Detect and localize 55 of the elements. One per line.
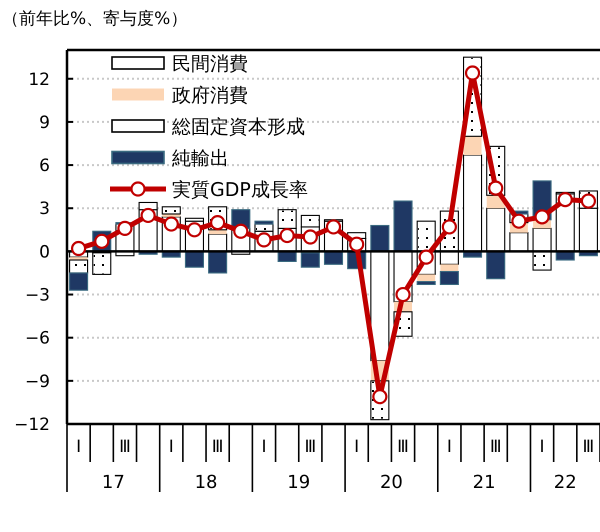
point	[326, 219, 342, 235]
y-tick-label: 9	[39, 112, 50, 133]
bar	[184, 250, 204, 268]
x-tick-label: Ⅲ	[212, 437, 224, 457]
bar	[416, 281, 436, 286]
bar	[254, 220, 274, 225]
bar	[393, 200, 413, 252]
point	[534, 209, 550, 224]
point	[464, 65, 480, 81]
point	[511, 214, 526, 229]
bar	[464, 136, 482, 156]
text: 21	[472, 472, 496, 493]
point	[558, 192, 573, 208]
y-tick-label: −3	[24, 286, 50, 306]
text: 18	[194, 472, 218, 493]
x-tick-label: Ⅰ	[168, 437, 174, 457]
x-tick-label: Ⅲ	[119, 437, 131, 457]
text: 19	[287, 472, 310, 493]
point	[140, 208, 156, 224]
legend-label: 実質GDP成長率	[172, 179, 308, 201]
bar	[486, 250, 506, 280]
text: 17	[102, 472, 125, 493]
bar	[440, 270, 459, 286]
x-tick-label: Ⅰ	[540, 437, 545, 457]
y-tick-label: 12	[28, 70, 50, 90]
y-tick-label: 6	[39, 156, 50, 176]
x-tick-label: Ⅰ	[76, 437, 82, 457]
bar	[440, 264, 458, 272]
legend-label: 純輸出	[172, 148, 229, 170]
y-tick-label: −6	[24, 328, 50, 349]
x-tick-label: Ⅰ	[446, 437, 452, 457]
x-tick-label: Ⅲ	[304, 437, 316, 457]
bar	[370, 224, 390, 252]
legend-label: 政府消費	[172, 84, 248, 106]
y-tick-label: 3	[39, 199, 50, 220]
y-tick-label: 0	[39, 242, 50, 262]
legend-label: 総固定資本形成	[171, 116, 305, 138]
bar	[69, 272, 88, 291]
bar	[208, 250, 228, 274]
bar	[300, 252, 320, 268]
x-tick-label: Ⅲ	[397, 437, 409, 457]
text: 22	[554, 472, 577, 493]
y-tick-label: −12	[14, 415, 50, 435]
point	[117, 220, 133, 236]
y-tick-label: −9	[24, 372, 50, 392]
x-tick-label: Ⅲ	[490, 437, 502, 457]
x-tick-label: Ⅰ	[261, 437, 266, 457]
x-tick-label: Ⅲ	[582, 437, 594, 457]
x-tick-label: Ⅰ	[354, 437, 360, 457]
point	[488, 180, 504, 196]
legend-label: 民間消費	[172, 53, 248, 75]
text: 20	[380, 472, 403, 493]
y-axis-title: （前年比%、寄与度%）	[2, 9, 188, 29]
point	[395, 286, 411, 302]
point	[164, 216, 179, 232]
